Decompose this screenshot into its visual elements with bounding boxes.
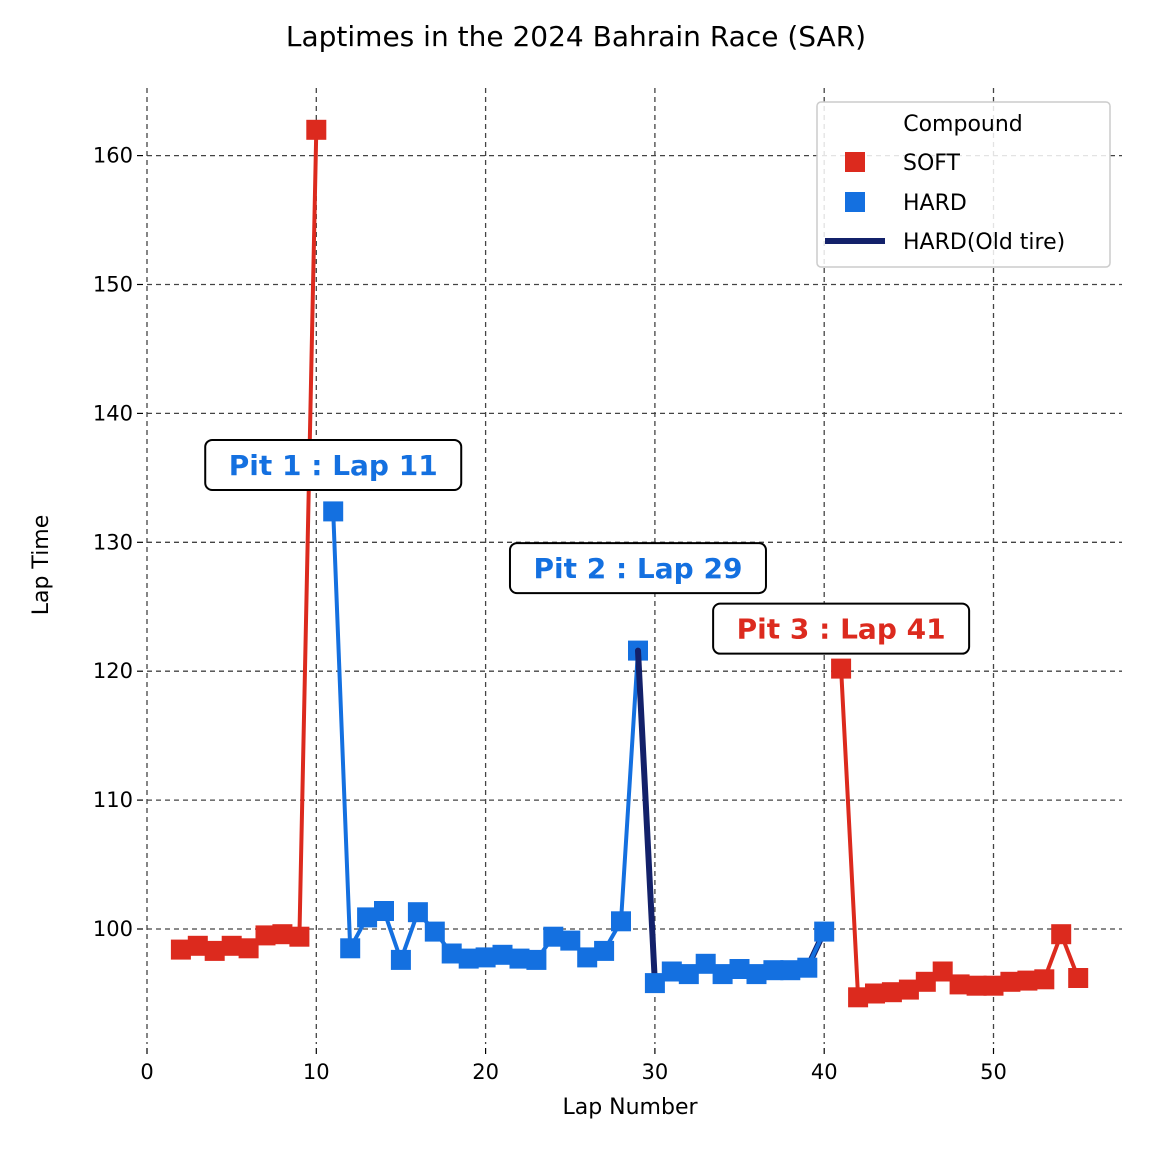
lap-marker-4-43	[865, 983, 885, 1004]
legend-hard-marker	[845, 192, 865, 212]
lap-marker-4-46	[915, 971, 936, 992]
lap-marker-1-21	[492, 944, 513, 965]
lap-marker-3-38	[780, 960, 801, 981]
lap-marker-4-49	[966, 975, 987, 996]
lap-marker-1-12	[340, 938, 361, 959]
x-tick-label-10: 10	[303, 1060, 330, 1084]
x-axis-label: Lap Number	[562, 1095, 698, 1120]
lap-marker-0-5	[221, 935, 242, 956]
y-axis-label: Lap Time	[29, 515, 54, 616]
annotations: Pit 1 : Lap 11 Pit 2 : Lap 29 Pit 3 : Lap …	[204, 438, 971, 655]
legend: Compound SOFT HARD HARD(Old tire)	[816, 101, 1111, 268]
lap-marker-3-35	[729, 959, 750, 979]
lap-marker-1-11	[323, 501, 344, 522]
lap-marker-0-3	[187, 935, 208, 956]
lap-marker-4-51	[1000, 971, 1021, 992]
legend-soft-label: SOFT	[903, 151, 961, 176]
series-line-4	[839, 666, 1081, 1000]
lap-marker-4-45	[898, 979, 919, 1000]
legend-soft-marker	[845, 152, 865, 172]
lap-marker-0-6	[238, 938, 259, 959]
legend-title: Compound	[903, 112, 1023, 137]
lap-marker-1-16	[407, 902, 428, 923]
x-tick-label-50: 50	[980, 1060, 1007, 1084]
lap-marker-1-14	[374, 901, 394, 921]
legend-frame	[816, 101, 1111, 268]
y-tick-label-120: 120	[93, 659, 133, 683]
x-tick-label-30: 30	[642, 1060, 669, 1084]
lap-marker-1-27	[594, 940, 615, 961]
lap-marker-1-18	[441, 943, 462, 964]
lap-marker-4-41	[831, 658, 852, 679]
pit-annotation-box-3	[712, 602, 971, 655]
pit-annotation-box-1	[204, 438, 463, 491]
lap-marker-1-13	[357, 907, 378, 928]
legend-hard-old-label: HARD(Old tire)	[903, 230, 1065, 255]
lap-marker-0-4	[204, 940, 225, 961]
lap-marker-0-8	[272, 924, 293, 945]
lap-marker-1-24	[543, 926, 564, 947]
y-tick-label-140: 140	[93, 401, 133, 425]
lap-marker-3-37	[763, 960, 784, 981]
lap-marker-0-2	[170, 939, 191, 960]
lap-marker-1-28	[611, 911, 631, 932]
lap-marker-3-36	[746, 964, 767, 985]
y-tick-label-110: 110	[93, 788, 133, 812]
lap-marker-1-25	[560, 930, 581, 951]
series-line-2	[635, 647, 828, 987]
lap-marker-4-55	[1068, 968, 1089, 988]
pit-annotation-box-2	[508, 542, 767, 595]
lap-marker-3-39	[797, 957, 818, 978]
x-tick-label-40: 40	[811, 1060, 838, 1084]
lap-marker-4-53	[1034, 969, 1055, 990]
y-tick-label-130: 130	[93, 530, 133, 554]
y-tick-label-100: 100	[93, 917, 133, 941]
lap-marker-3-31	[661, 961, 682, 982]
lap-marker-4-48	[949, 974, 970, 995]
lap-marker-1-20	[475, 947, 496, 968]
lap-marker-4-50	[983, 975, 1004, 996]
lap-marker-3-40	[814, 921, 835, 942]
x-tick-label-0: 0	[140, 1060, 153, 1084]
lap-marker-4-47	[932, 961, 953, 982]
lap-marker-4-44	[881, 982, 902, 1003]
y-tick-label-150: 150	[93, 273, 133, 297]
lap-marker-1-15	[390, 949, 411, 970]
lap-marker-1-17	[424, 921, 445, 942]
x-tick-label-20: 20	[472, 1060, 499, 1084]
lap-marker-4-42	[848, 987, 869, 1008]
lap-marker-0-7	[255, 925, 276, 946]
lap-marker-1-23	[526, 949, 547, 970]
legend-hard-label: HARD	[903, 191, 967, 216]
series-layer	[170, 119, 1089, 1008]
lap-marker-1-22	[509, 948, 530, 969]
lap-marker-1-19	[458, 948, 479, 969]
lap-marker-3-30	[644, 973, 665, 994]
lap-marker-3-33	[695, 953, 716, 974]
lap-marker-4-54	[1051, 924, 1072, 945]
pit-annotation-label-2: Pit 2 : Lap 29	[534, 552, 743, 585]
tick-labels: 0 10 20 30 40 50 100 110 120 130 140 150 160	[93, 144, 1007, 1084]
y-tick-label-160: 160	[93, 144, 133, 168]
pit-annotation-label-3: Pit 3 : Lap 41	[737, 613, 946, 646]
lap-marker-3-32	[678, 964, 699, 985]
lap-marker-0-9	[289, 926, 310, 947]
lap-marker-4-52	[1017, 970, 1038, 991]
lap-marker-0-10	[306, 119, 327, 140]
series-line-0	[178, 127, 319, 953]
chart-title: Laptimes in the 2024 Bahrain Race (SAR)	[286, 20, 866, 53]
pit-annotation-label-1: Pit 1 : Lap 11	[229, 449, 438, 482]
lap-marker-1-26	[577, 947, 598, 968]
lap-marker-3-34	[712, 964, 733, 985]
